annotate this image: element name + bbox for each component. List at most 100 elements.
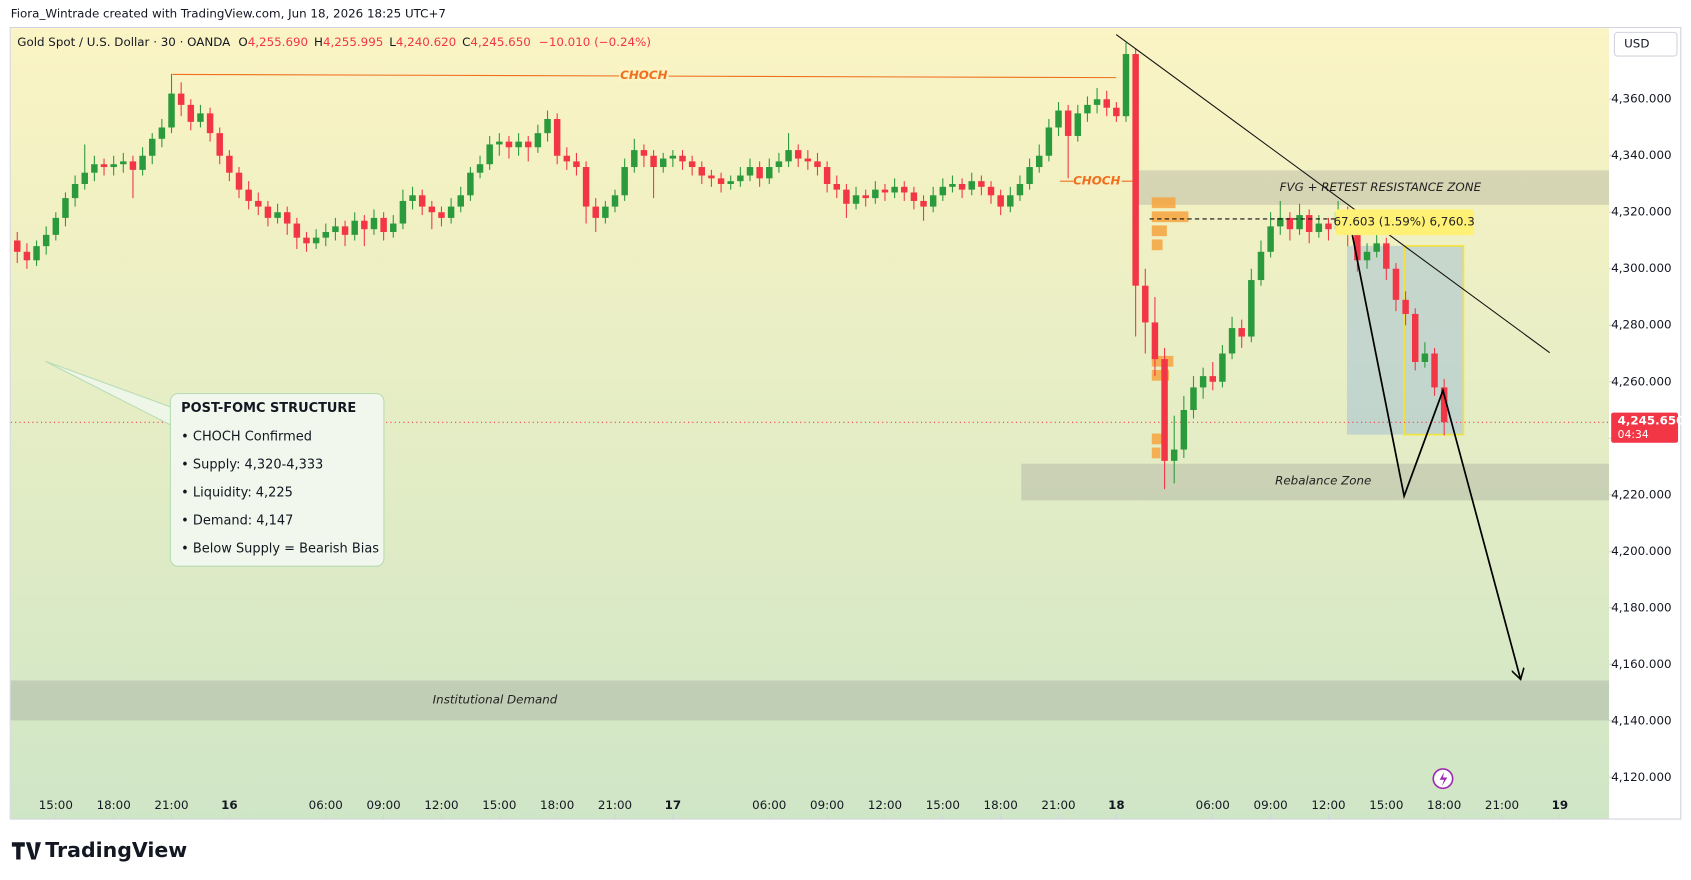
candle-body bbox=[602, 206, 609, 218]
label-bg bbox=[1073, 173, 1122, 189]
event-icon-bolt bbox=[1439, 772, 1448, 787]
candle-body bbox=[1238, 328, 1245, 337]
candle-body bbox=[553, 119, 561, 156]
projection-arrow bbox=[1351, 234, 1520, 679]
y-tick-label: 4,360.000 bbox=[1611, 92, 1671, 106]
x-tick-label: 09:00 bbox=[367, 798, 401, 812]
candle-body bbox=[978, 181, 985, 187]
choch-label: CHOCH bbox=[1073, 174, 1120, 188]
candle-body bbox=[120, 161, 127, 165]
candle-body bbox=[438, 212, 445, 218]
x-tick-label: 21:00 bbox=[1485, 798, 1519, 812]
candle-body bbox=[1392, 268, 1400, 300]
candle-body bbox=[216, 133, 223, 156]
brand: TradingView bbox=[45, 838, 187, 862]
candle-body bbox=[505, 141, 513, 148]
ohlc-value: 4,255.995 bbox=[323, 35, 383, 49]
y-tick-label: 4,160.000 bbox=[1611, 657, 1671, 671]
candle-body bbox=[534, 133, 542, 148]
info-item: • Below Supply = Bearish Bias bbox=[181, 541, 379, 556]
candle-body bbox=[158, 127, 166, 139]
candle-body bbox=[1363, 251, 1371, 261]
candle-body bbox=[766, 167, 773, 179]
candle-body bbox=[197, 113, 204, 122]
candle-body bbox=[939, 186, 947, 196]
x-tick-label: 18 bbox=[1108, 798, 1125, 812]
currency-box[interactable] bbox=[1613, 31, 1678, 57]
candle-body bbox=[891, 186, 898, 193]
candle-body bbox=[409, 195, 416, 201]
candle-body bbox=[968, 181, 975, 190]
candle-body bbox=[1074, 113, 1082, 136]
x-tick-label: 19 bbox=[1552, 798, 1569, 812]
demand-zone bbox=[10, 680, 1610, 721]
candle-body bbox=[515, 141, 522, 148]
candle-body bbox=[81, 172, 88, 184]
candle-body bbox=[1277, 217, 1284, 227]
x-tick-label: 18:00 bbox=[97, 798, 131, 812]
candle-body bbox=[457, 195, 464, 207]
candle-body bbox=[804, 158, 812, 162]
label-bg bbox=[619, 66, 669, 82]
x-tick-label: 17 bbox=[665, 798, 682, 812]
candle-body bbox=[1055, 110, 1062, 128]
candle-body bbox=[1315, 223, 1323, 233]
candle-body bbox=[351, 220, 358, 235]
candle-body bbox=[1103, 99, 1110, 108]
x-tick-label: 15:00 bbox=[482, 798, 516, 812]
candle-body bbox=[997, 195, 1004, 207]
candle-body bbox=[823, 167, 831, 184]
candle-body bbox=[1170, 449, 1178, 461]
candle-body bbox=[1248, 280, 1255, 337]
candle-body bbox=[852, 195, 860, 204]
x-tick-label: 12:00 bbox=[868, 798, 902, 812]
candle-body bbox=[1257, 251, 1265, 281]
ohlc-value: 4,240.620 bbox=[396, 35, 456, 49]
candle-body bbox=[862, 195, 869, 199]
y-tick-label: 4,320.000 bbox=[1611, 205, 1671, 219]
x-tick-label: 06:00 bbox=[1196, 798, 1230, 812]
candle-body bbox=[245, 189, 252, 201]
candle-body bbox=[1305, 215, 1313, 233]
candle-body bbox=[640, 150, 648, 156]
candle-body bbox=[100, 164, 108, 168]
candle-body bbox=[987, 186, 995, 196]
candle-body bbox=[1113, 107, 1120, 117]
y-tick-label: 4,300.000 bbox=[1611, 261, 1671, 275]
candle-body bbox=[814, 161, 821, 168]
yellow-box bbox=[1403, 245, 1465, 436]
candle-body bbox=[881, 189, 889, 193]
info-item: • Demand: 4,147 bbox=[181, 513, 293, 528]
candle-body bbox=[1402, 299, 1409, 314]
x-tick-label: 12:00 bbox=[1311, 798, 1345, 812]
candle-body bbox=[322, 232, 330, 238]
y-tick-label: 4,200.000 bbox=[1611, 544, 1671, 558]
info-item: • Supply: 4,320-4,333 bbox=[181, 457, 323, 472]
candle-body bbox=[496, 141, 503, 145]
x-tick-label: 18:00 bbox=[540, 798, 574, 812]
candle-body bbox=[1199, 376, 1207, 388]
x-tick-label: 21:00 bbox=[154, 798, 188, 812]
candle-body bbox=[486, 144, 493, 165]
candle-body bbox=[332, 226, 339, 233]
candle-body bbox=[206, 113, 214, 134]
candle-body bbox=[1296, 215, 1303, 230]
candle-body bbox=[303, 237, 310, 244]
candle-body bbox=[611, 195, 619, 207]
under-layer bbox=[10, 170, 1610, 721]
last-price-label: 4,245.650 bbox=[1618, 414, 1685, 428]
candle-body bbox=[929, 195, 937, 207]
candle-body bbox=[708, 175, 715, 179]
symbol: Gold Spot / U.S. Dollar · 30 · OANDA bbox=[17, 35, 231, 49]
candle-body bbox=[582, 167, 590, 207]
legend-header: Gold Spot / U.S. Dollar · 30 · OANDA O4,… bbox=[17, 35, 651, 49]
candle-body bbox=[447, 206, 455, 218]
y-tick-label: 4,120.000 bbox=[1611, 770, 1671, 784]
candle-body bbox=[833, 183, 840, 190]
candle-body bbox=[370, 217, 378, 230]
candle-body bbox=[428, 206, 436, 213]
candle-body bbox=[1180, 410, 1188, 450]
candle-body bbox=[390, 223, 397, 233]
candle-body bbox=[1286, 217, 1294, 230]
